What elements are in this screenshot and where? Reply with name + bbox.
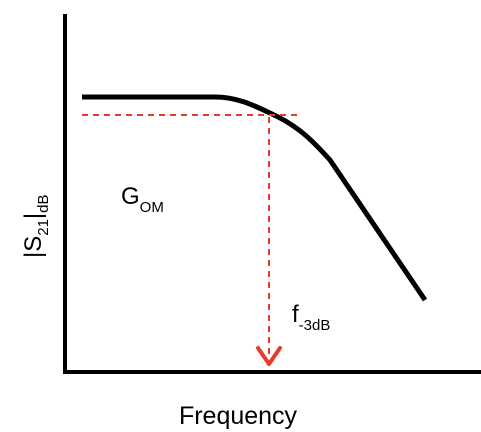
y-axis-label: |S21|dB xyxy=(20,194,52,258)
x-axis-label: Frequency xyxy=(179,402,298,430)
gain-label-sub: OM xyxy=(140,199,164,216)
gain-label: GOM xyxy=(121,183,164,216)
y-axis-label-sub2: dB xyxy=(35,194,52,212)
cutoff-arrow-icon xyxy=(256,346,282,366)
cutoff-label-main: f xyxy=(292,301,299,328)
y-axis-label-sub: 21 xyxy=(35,219,52,236)
y-axis-label-bar: | xyxy=(20,213,47,219)
gain-label-main: G xyxy=(121,183,140,210)
cutoff-label-sub: -3dB xyxy=(299,317,331,334)
y-axis-label-main: |S xyxy=(20,236,47,258)
cutoff-label: f-3dB xyxy=(292,301,330,334)
